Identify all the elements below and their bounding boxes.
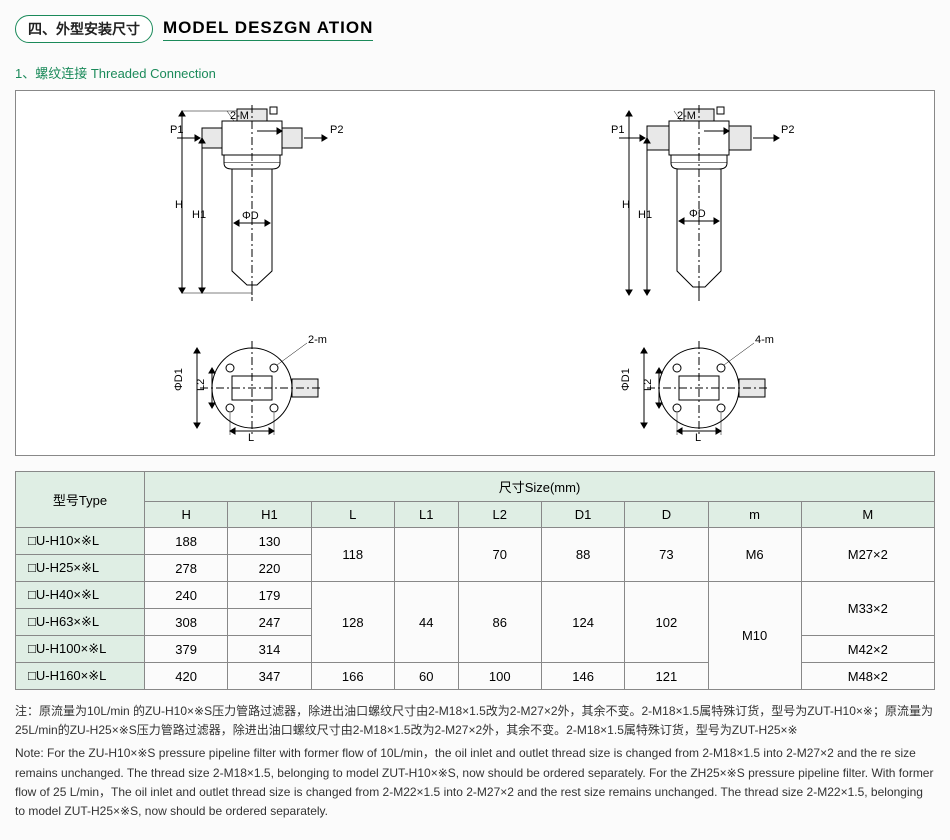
- cell-type: □U-H25×※L: [16, 555, 145, 582]
- cell: 124: [541, 582, 624, 663]
- diagram-right-plan: 4-m L ΦD1 L2: [599, 333, 799, 443]
- dimension-table: 型号Type 尺寸Size(mm) H H1 L L1 L2 D1 D m M …: [15, 471, 935, 690]
- cell: 240: [145, 582, 228, 609]
- cell: M6: [708, 528, 801, 582]
- cell: M10: [708, 582, 801, 690]
- cell-type: □U-H160×※L: [16, 663, 145, 690]
- th-h1: H1: [228, 502, 311, 528]
- cell: 128: [311, 582, 394, 663]
- label-4m: 4-m: [755, 334, 774, 346]
- label-l2-r: L2: [642, 379, 654, 391]
- th-m: m: [708, 502, 801, 528]
- cell: M48×2: [801, 663, 934, 690]
- section-badge: 四、外型安装尺寸: [15, 15, 153, 43]
- notes-section: 注：原流量为10L/min 的ZU-H10×※S压力管路过滤器，除进出油口螺纹尺…: [15, 702, 935, 821]
- diagram-left-plan: 2-m L ΦD1 L2: [152, 333, 352, 443]
- cell: [394, 528, 458, 582]
- label-phid-r: ΦD: [689, 208, 706, 220]
- label-h: H: [175, 199, 183, 211]
- label-2m-r: 2-M: [677, 110, 696, 122]
- cell-type: □U-H10×※L: [16, 528, 145, 555]
- cell: 118: [311, 528, 394, 582]
- label-l2: L2: [195, 379, 207, 391]
- th-l1: L1: [394, 502, 458, 528]
- th-l2: L2: [458, 502, 541, 528]
- cell-type: □U-H100×※L: [16, 636, 145, 663]
- cell: 100: [458, 663, 541, 690]
- cell: 146: [541, 663, 624, 690]
- cell: 166: [311, 663, 394, 690]
- th-l: L: [311, 502, 394, 528]
- cell: M33×2: [801, 582, 934, 636]
- cell: 347: [228, 663, 311, 690]
- cell: 130: [228, 528, 311, 555]
- table-row: □U-H10×※L 188 130 118 70 88 73 M6 M27×2: [16, 528, 935, 555]
- note-cn: 注：原流量为10L/min 的ZU-H10×※S压力管路过滤器，除进出油口螺纹尺…: [15, 702, 935, 740]
- diagram-right-elevation: P1 P2 2-M H H1 ΦD: [589, 103, 809, 323]
- label-phid: ΦD: [242, 210, 259, 222]
- cell: 70: [458, 528, 541, 582]
- th-type: 型号Type: [16, 472, 145, 528]
- th-h: H: [145, 502, 228, 528]
- diagram-left: P1 P2 2-M H H1 ΦD: [142, 103, 362, 443]
- label-p2-r: P2: [781, 124, 794, 136]
- diagram-right: P1 P2 2-M H H1 ΦD 4-m: [589, 103, 809, 443]
- cell: 420: [145, 663, 228, 690]
- cell: 86: [458, 582, 541, 663]
- table-row: □U-H40×※L 240 179 128 44 86 124 102 M10 …: [16, 582, 935, 609]
- label-phid1-r: ΦD1: [620, 368, 632, 391]
- cell: 220: [228, 555, 311, 582]
- cell: 247: [228, 609, 311, 636]
- label-l: L: [248, 432, 254, 443]
- label-2m: 2-M: [230, 110, 249, 122]
- label-l-r: L: [695, 432, 701, 443]
- cell: 314: [228, 636, 311, 663]
- cell: 73: [625, 528, 708, 582]
- label-h-r: H: [622, 199, 630, 211]
- label-phid1: ΦD1: [173, 368, 185, 391]
- cell: 60: [394, 663, 458, 690]
- label-p2: P2: [330, 124, 343, 136]
- label-p1-r: P1: [611, 124, 624, 136]
- cell: 102: [625, 582, 708, 663]
- cell: M42×2: [801, 636, 934, 663]
- section-title-en: MODEL DESZGN ATION: [163, 18, 373, 41]
- cell: 379: [145, 636, 228, 663]
- cell: 179: [228, 582, 311, 609]
- th-d: D: [625, 502, 708, 528]
- th-d1: D1: [541, 502, 624, 528]
- label-h1: H1: [192, 209, 206, 221]
- label-h1-r: H1: [638, 209, 652, 221]
- diagram-left-elevation: P1 P2 2-M H H1 ΦD: [142, 103, 362, 323]
- label-2m-b: 2-m: [308, 334, 327, 346]
- th-mm: M: [801, 502, 934, 528]
- th-size: 尺寸Size(mm): [145, 472, 935, 502]
- cell: 44: [394, 582, 458, 663]
- cell: 88: [541, 528, 624, 582]
- label-p1: P1: [170, 124, 183, 136]
- cell-type: □U-H63×※L: [16, 609, 145, 636]
- cell: 308: [145, 609, 228, 636]
- subsection-label: 1、螺纹连接 Threaded Connection: [15, 63, 935, 82]
- note-en: Note: For the ZU-H10×※S pressure pipelin…: [15, 744, 935, 821]
- cell: M27×2: [801, 528, 934, 582]
- cell: 278: [145, 555, 228, 582]
- diagram-container: P1 P2 2-M H H1 ΦD: [15, 90, 935, 456]
- cell-type: □U-H40×※L: [16, 582, 145, 609]
- cell: 188: [145, 528, 228, 555]
- cell: 121: [625, 663, 708, 690]
